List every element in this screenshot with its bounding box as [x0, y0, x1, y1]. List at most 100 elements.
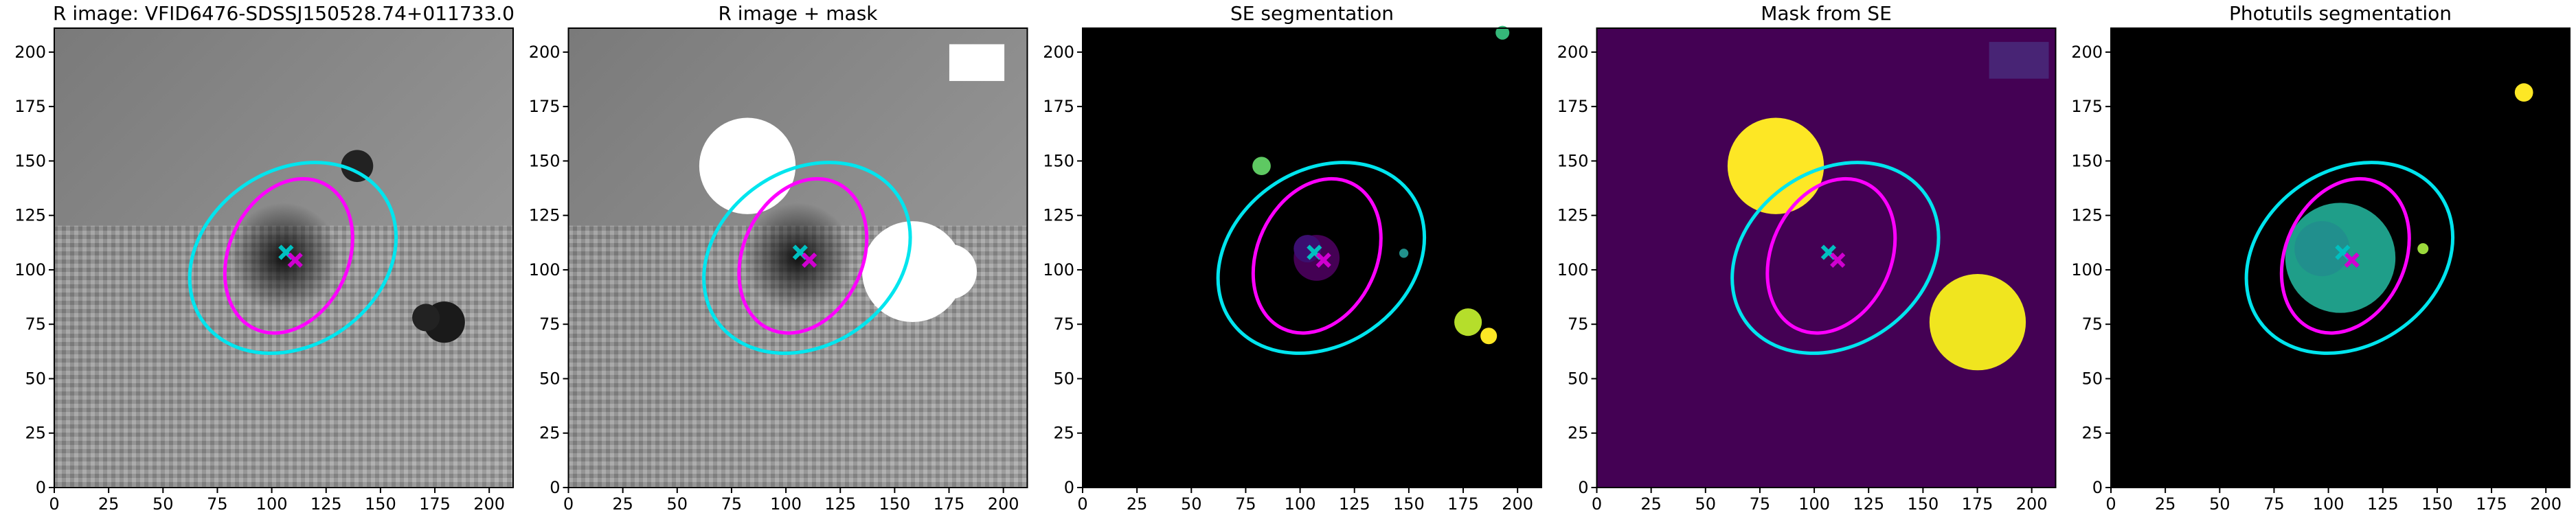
- y-tick-label: 75: [1053, 314, 1074, 334]
- source-blob: [1293, 235, 1322, 263]
- inner-ellipse: [1765, 176, 1897, 335]
- y-tick-label: 100: [2071, 260, 2103, 279]
- x-tick-label: 175: [2476, 494, 2507, 514]
- source-blob: [1495, 25, 1510, 40]
- y-tick-label: 0: [1064, 478, 1074, 497]
- y-tick-label: 25: [1568, 424, 1589, 443]
- x-tick-label: 150: [365, 494, 396, 514]
- x-tick-label: 25: [2155, 494, 2176, 514]
- x-tick-label: 125: [1853, 494, 1884, 514]
- center-marker: [802, 252, 817, 268]
- y-tick-label: 50: [539, 369, 561, 388]
- x-tick-label: 0: [1077, 494, 1087, 514]
- panel-title: Mask from SE: [1761, 2, 1892, 25]
- axes-frame: [1082, 27, 1542, 488]
- y-tick-label: 50: [1053, 369, 1074, 388]
- x-tick-label: 100: [770, 494, 802, 514]
- y-tick-label: 125: [14, 206, 46, 225]
- y-tick-label: 0: [550, 478, 560, 497]
- source-blob: [743, 203, 853, 313]
- source-blob: [341, 150, 374, 183]
- x-tick-label: 0: [563, 494, 574, 514]
- source-blob: [1252, 157, 1271, 176]
- center-marker: [287, 252, 303, 268]
- center-marker: [2344, 252, 2360, 268]
- panel: 0 25 50 75 100 125 150 175 200 0 25 50 75 100 125 150 17…: [529, 2, 1028, 514]
- y-tick-label: 100: [529, 260, 561, 279]
- axes-frame: [54, 27, 514, 488]
- panel: 0 25 50 75 100 125 150 175 200 0 25 50 75 100 125 150 17…: [1557, 2, 2057, 514]
- inner-ellipse: [223, 176, 354, 335]
- source-blob: [2294, 221, 2350, 277]
- x-tick-label: 200: [2530, 494, 2562, 514]
- y-tick-label: 100: [1557, 260, 1589, 279]
- mask-region: [949, 44, 1005, 81]
- y-tick-label: 25: [1053, 424, 1074, 443]
- y-tick-label: 200: [14, 43, 46, 62]
- x-tick-label: 150: [1907, 494, 1939, 514]
- x-tick-label: 150: [2421, 494, 2453, 514]
- panel-title: SE segmentation: [1230, 2, 1394, 25]
- outer-ellipse: [2244, 161, 2455, 355]
- x-tick-label: 100: [1798, 494, 1830, 514]
- panel-title: Photutils segmentation: [2229, 2, 2452, 25]
- y-tick-label: 125: [1043, 206, 1074, 225]
- y-tick-label: 100: [1043, 260, 1074, 279]
- x-tick-label: 0: [1592, 494, 1602, 514]
- source-blob: [2514, 83, 2533, 102]
- y-tick-label: 25: [539, 424, 561, 443]
- inner-ellipse: [737, 176, 869, 335]
- y-tick-label: 125: [529, 206, 561, 225]
- y-tick-label: 75: [25, 314, 46, 334]
- x-tick-label: 75: [721, 494, 743, 514]
- y-tick-label: 150: [529, 151, 561, 170]
- y-tick-label: 75: [1568, 314, 1589, 334]
- panel-title: R image + mask: [718, 2, 878, 25]
- y-tick-label: 150: [1557, 151, 1589, 170]
- x-tick-label: 175: [1962, 494, 1993, 514]
- y-tick-label: 200: [2071, 43, 2103, 62]
- y-tick-label: 175: [1557, 97, 1589, 116]
- panel: 0 25 50 75 100 125 150 175 200 0 25 50 75 100 125 150 17…: [1043, 2, 1542, 514]
- x-tick-label: 75: [1235, 494, 1256, 514]
- x-tick-label: 100: [256, 494, 288, 514]
- y-tick-label: 175: [2071, 97, 2103, 116]
- outer-ellipse: [1216, 161, 1427, 355]
- center-marker: [1315, 252, 1331, 268]
- inner-ellipse: [1251, 176, 1383, 335]
- x-tick-label: 175: [419, 494, 451, 514]
- x-tick-label: 75: [1750, 494, 1771, 514]
- outer-ellipse: [188, 161, 398, 355]
- y-tick-label: 0: [36, 478, 46, 497]
- y-tick-label: 175: [529, 97, 561, 116]
- x-tick-label: 50: [1695, 494, 1717, 514]
- y-tick-label: 75: [2081, 314, 2103, 334]
- y-tick-label: 175: [1043, 97, 1074, 116]
- y-tick-label: 50: [1568, 369, 1589, 388]
- y-tick-label: 200: [529, 43, 561, 62]
- source-blob: [412, 304, 440, 332]
- y-tick-label: 75: [539, 314, 561, 334]
- y-tick-label: 200: [1043, 43, 1074, 62]
- x-tick-label: 50: [2209, 494, 2230, 514]
- y-tick-label: 150: [14, 151, 46, 170]
- x-tick-label: 200: [473, 494, 505, 514]
- source-blob: [2417, 243, 2429, 255]
- y-tick-label: 150: [1043, 151, 1074, 170]
- x-tick-label: 50: [152, 494, 174, 514]
- x-tick-label: 25: [612, 494, 633, 514]
- x-tick-label: 150: [879, 494, 910, 514]
- x-tick-label: 200: [1502, 494, 1533, 514]
- image-background: [1596, 28, 2056, 488]
- inner-ellipse: [2279, 176, 2411, 335]
- panel: 0 25 50 75 100 125 150 175 200 0 25 50 75 100 125 150 17…: [14, 2, 515, 514]
- x-tick-label: 0: [2105, 494, 2116, 514]
- axes-frame: [2110, 27, 2571, 488]
- source-blob: [1399, 249, 1409, 258]
- source-blob: [1929, 274, 2026, 371]
- axes-frame: [1596, 27, 2057, 488]
- y-tick-label: 200: [1557, 43, 1589, 62]
- y-tick-label: 25: [25, 424, 46, 443]
- x-tick-label: 25: [1127, 494, 1148, 514]
- x-tick-label: 125: [824, 494, 856, 514]
